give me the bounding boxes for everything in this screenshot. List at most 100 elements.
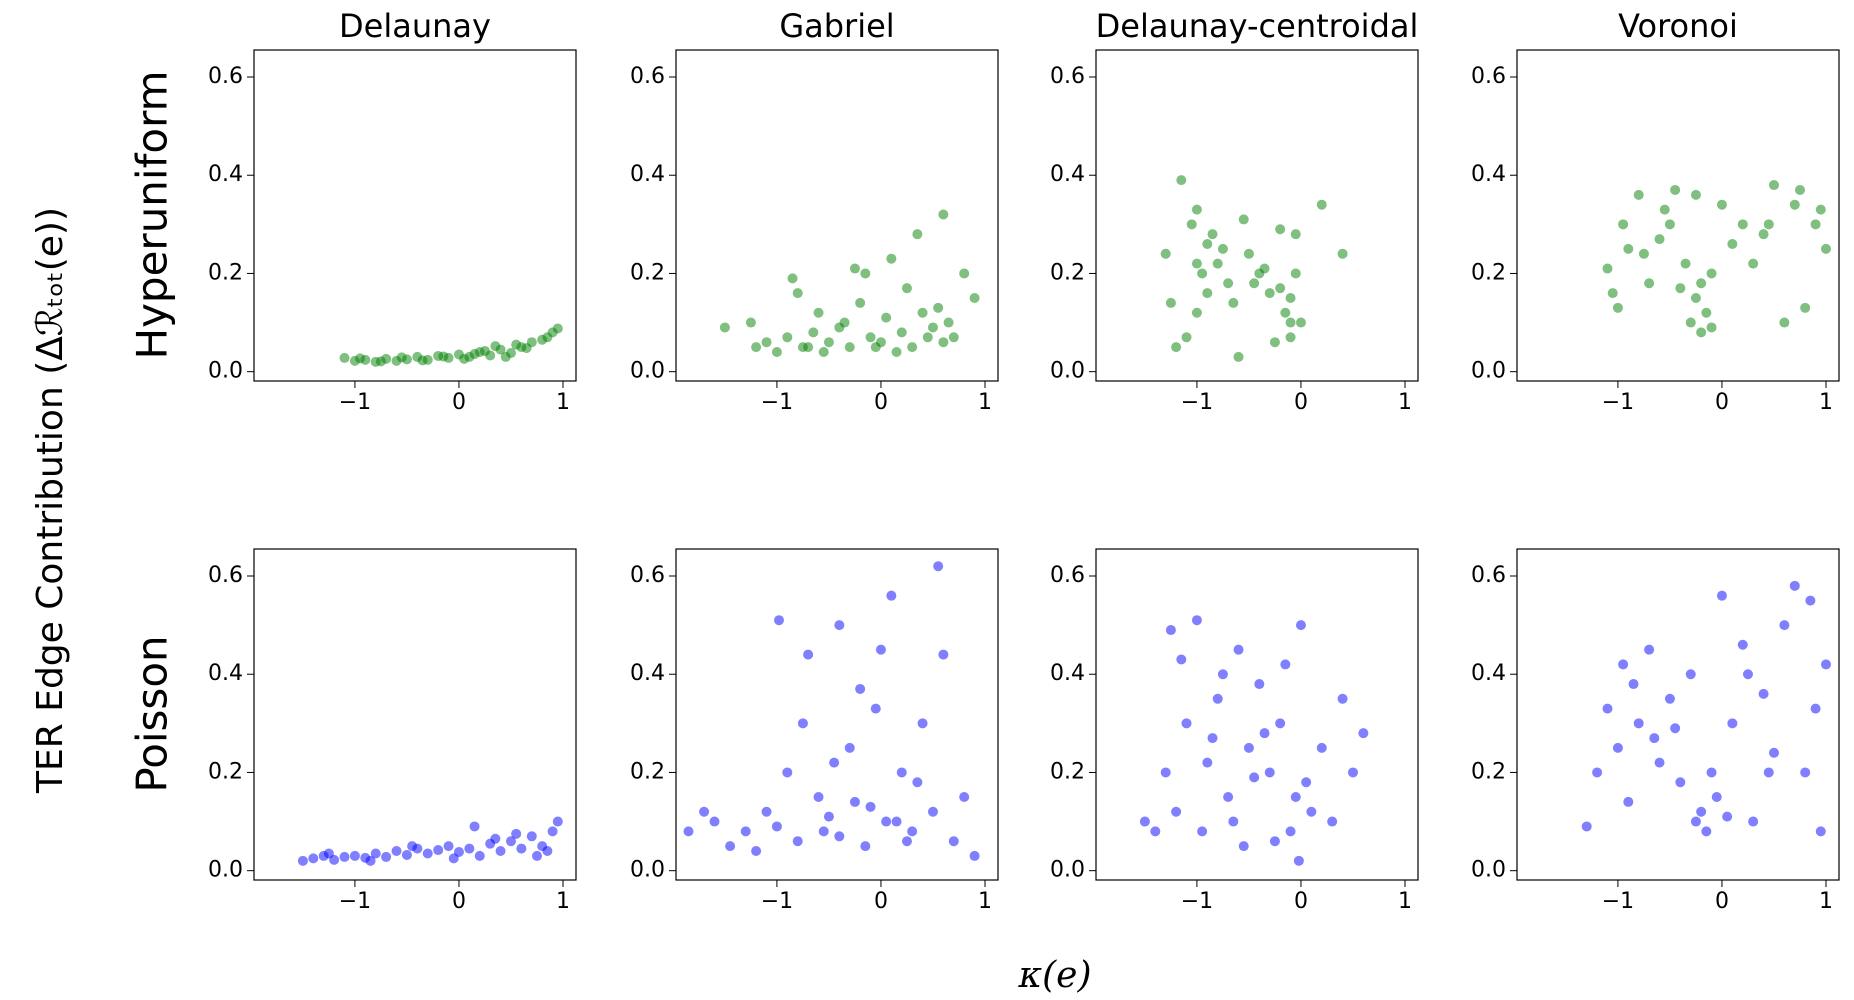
y-tick-label: 0.0: [630, 858, 665, 883]
scatter-point: [907, 342, 918, 353]
scatter-point: [469, 821, 480, 832]
scatter-point: [297, 855, 308, 866]
x-tick-label: −1: [761, 390, 793, 415]
y-tick-label: 0.4: [1050, 661, 1085, 686]
chart-title: Delaunay: [339, 7, 491, 45]
scatter-point: [1670, 723, 1681, 734]
scatter-point: [1337, 693, 1348, 704]
scatter-point: [792, 288, 803, 299]
scatter-point: [855, 683, 866, 694]
scatter-point: [1295, 620, 1306, 631]
scatter-point: [1160, 767, 1171, 778]
scatter-point: [422, 848, 433, 859]
scatter-point: [1316, 742, 1327, 753]
scatter-point: [1243, 742, 1254, 753]
y-tick-label: 0.6: [208, 64, 243, 89]
scatter-point: [1815, 826, 1826, 837]
scatter-point: [1285, 317, 1296, 328]
scatter-point: [849, 263, 860, 274]
scatter-point: [1290, 792, 1301, 803]
scatter-point: [407, 841, 418, 852]
scatter-point: [1212, 693, 1223, 704]
scatter-point: [1659, 204, 1670, 215]
scatter-point: [844, 742, 855, 753]
scatter-point: [860, 841, 871, 852]
scatter-point: [813, 307, 824, 318]
scatter-point: [1623, 243, 1634, 254]
scatter-point: [521, 343, 532, 354]
scatter-point: [891, 347, 902, 358]
scatter-point: [1290, 268, 1301, 279]
scatter-point: [948, 836, 959, 847]
scatter-point: [782, 767, 793, 778]
scatter-point: [1264, 288, 1275, 299]
row-label: Hyperuniform: [128, 70, 177, 359]
scatter-point: [818, 347, 829, 358]
scatter-point: [969, 293, 980, 304]
scatter-point: [1654, 234, 1665, 245]
scatter-point: [881, 816, 892, 827]
x-tick-label: −1: [1602, 390, 1634, 415]
scatter-point: [1737, 219, 1748, 230]
scatter-point: [771, 821, 782, 832]
x-tick-label: 0: [1715, 889, 1729, 914]
scatter-point: [917, 307, 928, 318]
x-tick-label: 1: [1398, 889, 1412, 914]
scatter-point: [1727, 238, 1738, 249]
scatter-point: [901, 836, 912, 847]
x-tick-label: 0: [1715, 390, 1729, 415]
scatter-point: [1638, 248, 1649, 259]
scatter-point: [1696, 806, 1707, 817]
scatter-point: [1701, 826, 1712, 837]
scatter-point: [1347, 767, 1358, 778]
y-tick-label: 0.0: [208, 359, 243, 384]
scatter-point: [1249, 772, 1260, 783]
scatter-point: [1337, 248, 1348, 259]
scatter-point: [375, 356, 386, 367]
x-tick-label: 0: [452, 390, 466, 415]
scatter-point: [907, 826, 918, 837]
scatter-point: [912, 777, 923, 788]
scatter-point: [1191, 307, 1202, 318]
scatter-point: [849, 796, 860, 807]
y-tick-label: 0.6: [630, 563, 665, 588]
scatter-point: [1628, 679, 1639, 690]
scatter-point: [1820, 243, 1831, 254]
x-tick-label: 0: [874, 889, 888, 914]
x-tick-label: 1: [978, 889, 992, 914]
scatter-point: [808, 327, 819, 338]
scatter-point: [823, 337, 834, 348]
scatter-point: [1607, 288, 1618, 299]
scatter-point: [355, 353, 366, 364]
scatter-point: [1217, 669, 1228, 680]
scatter-point: [1779, 317, 1790, 328]
scatter-point: [834, 620, 845, 631]
scatter-point: [1779, 620, 1790, 631]
scatter-point: [761, 337, 772, 348]
scatter-point: [370, 848, 381, 859]
scatter-point: [773, 615, 784, 626]
plot-frame: [1516, 548, 1840, 881]
scatter-point: [1675, 283, 1686, 294]
scatter-point: [1820, 659, 1831, 670]
scatter-point: [1139, 816, 1150, 827]
x-axis-label: κ(e): [1017, 955, 1091, 996]
x-tick-label: 1: [556, 390, 570, 415]
scatter-point: [1789, 580, 1800, 591]
scatter-point: [490, 341, 501, 352]
scatter-point: [813, 792, 824, 803]
scatter-point: [1670, 184, 1681, 195]
y-tick-label: 0.2: [1471, 759, 1506, 784]
scatter-point: [323, 848, 334, 859]
scatter-point: [500, 351, 511, 362]
scatter-point: [1690, 293, 1701, 304]
plot-frame: [253, 548, 577, 881]
scatter-point: [1768, 180, 1779, 191]
scatter-point: [1612, 742, 1623, 753]
scatter-point: [1602, 263, 1613, 274]
scatter-point: [469, 348, 480, 359]
scatter-point: [865, 332, 876, 343]
scatter-point: [1202, 238, 1213, 249]
y-tick-label: 0.4: [1471, 162, 1506, 187]
scatter-point: [823, 811, 834, 822]
